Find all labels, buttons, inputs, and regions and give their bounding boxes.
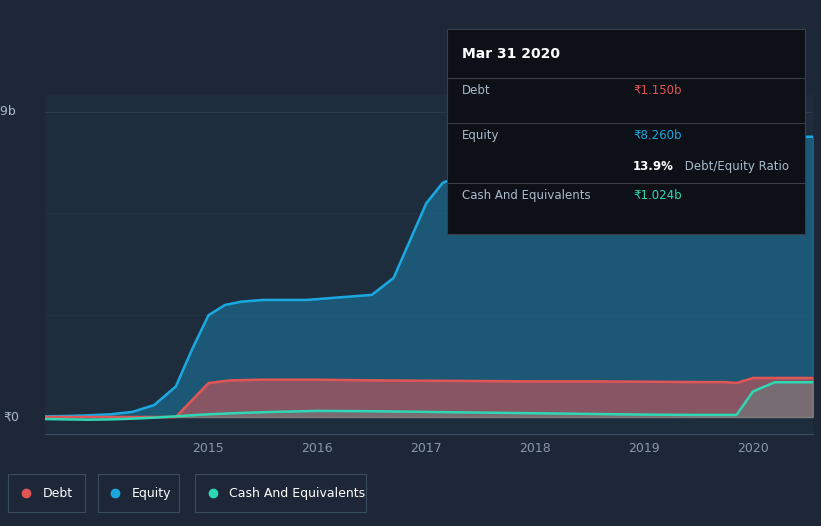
Text: ₹1.024b: ₹1.024b bbox=[633, 189, 681, 202]
Text: ₹0: ₹0 bbox=[3, 410, 20, 423]
Text: Cash And Equivalents: Cash And Equivalents bbox=[461, 189, 590, 202]
Text: Debt: Debt bbox=[461, 84, 490, 97]
Text: Debt/Equity Ratio: Debt/Equity Ratio bbox=[681, 160, 789, 173]
Text: Equity: Equity bbox=[131, 487, 172, 500]
Text: ₹8.260b: ₹8.260b bbox=[633, 129, 681, 143]
Text: Equity: Equity bbox=[461, 129, 499, 143]
Text: 13.9%: 13.9% bbox=[633, 160, 674, 173]
Text: Mar 31 2020: Mar 31 2020 bbox=[461, 47, 560, 62]
Text: Debt: Debt bbox=[43, 487, 72, 500]
Text: ₹1.150b: ₹1.150b bbox=[633, 84, 681, 97]
Text: Cash And Equivalents: Cash And Equivalents bbox=[229, 487, 365, 500]
Text: ₹9b: ₹9b bbox=[0, 105, 16, 118]
